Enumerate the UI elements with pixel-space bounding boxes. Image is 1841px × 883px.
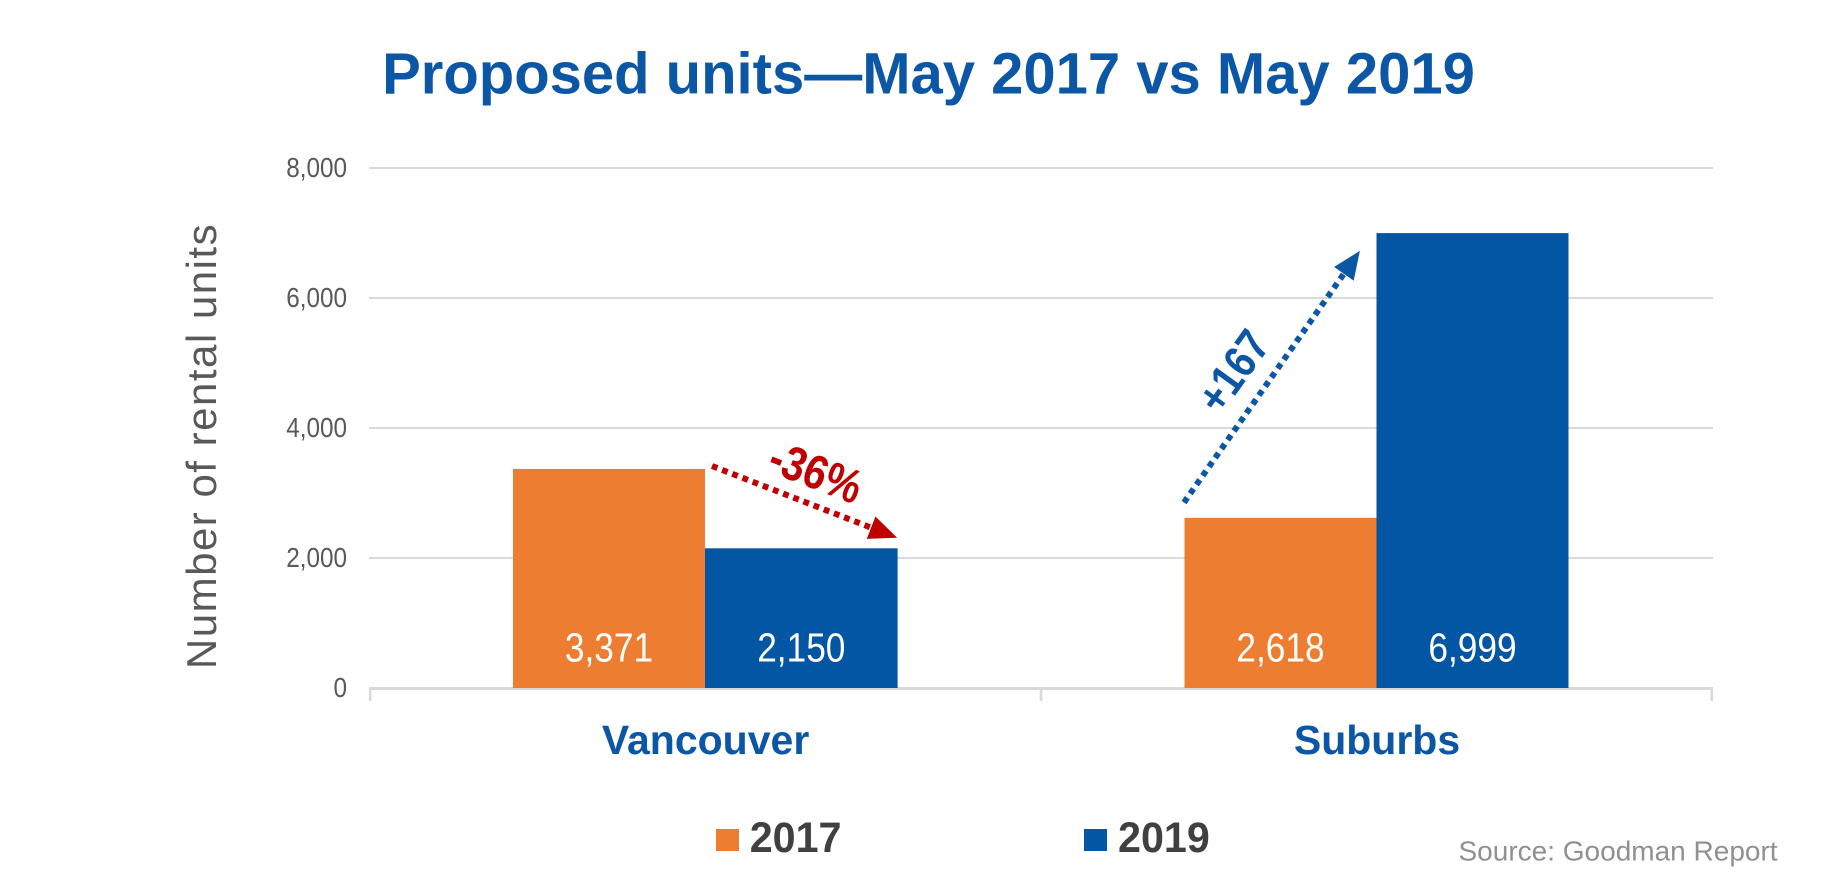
svg-text:Suburbs: Suburbs — [1294, 717, 1460, 763]
svg-text:6,999: 6,999 — [1428, 625, 1516, 671]
svg-text:0: 0 — [333, 674, 347, 704]
svg-text:4,000: 4,000 — [286, 414, 347, 444]
svg-text:6,000: 6,000 — [286, 284, 347, 314]
svg-text:8,000: 8,000 — [286, 154, 347, 184]
svg-text:2,150: 2,150 — [757, 625, 845, 671]
svg-text:2019: 2019 — [1118, 813, 1210, 861]
svg-text:-36%: -36% — [762, 431, 870, 514]
svg-text:Vancouver: Vancouver — [602, 717, 809, 763]
svg-text:Proposed units—May 2017 vs May: Proposed units—May 2017 vs May 2019 — [382, 41, 1475, 106]
svg-text:Number of rental units: Number of rental units — [178, 223, 225, 669]
svg-text:Source: Goodman Report: Source: Goodman Report — [1459, 835, 1778, 866]
svg-text:2,000: 2,000 — [286, 544, 347, 574]
svg-text:2,618: 2,618 — [1236, 625, 1324, 671]
svg-text:3,371: 3,371 — [565, 625, 653, 671]
svg-text:2017: 2017 — [750, 813, 842, 861]
svg-text:+167: +167 — [1187, 321, 1280, 423]
